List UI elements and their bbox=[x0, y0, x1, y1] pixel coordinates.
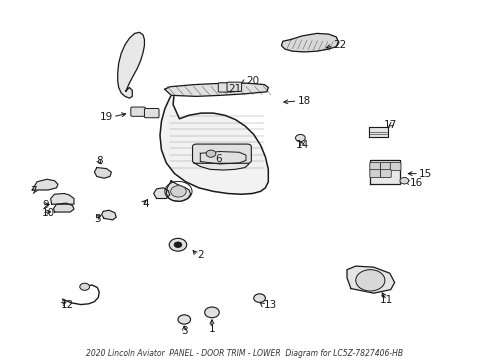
Text: 1: 1 bbox=[209, 324, 215, 334]
Text: 14: 14 bbox=[295, 140, 309, 150]
FancyBboxPatch shape bbox=[145, 108, 159, 118]
Polygon shape bbox=[369, 127, 388, 137]
Text: 9: 9 bbox=[42, 200, 49, 210]
Text: 13: 13 bbox=[264, 300, 277, 310]
Circle shape bbox=[356, 270, 385, 291]
Text: 19: 19 bbox=[99, 112, 113, 122]
Text: 5: 5 bbox=[95, 214, 101, 224]
Text: 18: 18 bbox=[297, 96, 311, 106]
Polygon shape bbox=[102, 210, 116, 220]
Polygon shape bbox=[281, 33, 338, 52]
Text: 7: 7 bbox=[30, 186, 37, 196]
Polygon shape bbox=[160, 89, 269, 194]
Text: 21: 21 bbox=[228, 84, 241, 94]
Polygon shape bbox=[347, 266, 394, 293]
Circle shape bbox=[206, 150, 216, 157]
Text: 2020 Lincoln Aviator  PANEL - DOOR TRIM - LOWER  Diagram for LC5Z-7827406-HB: 2020 Lincoln Aviator PANEL - DOOR TRIM -… bbox=[86, 349, 404, 358]
Text: 2: 2 bbox=[197, 251, 204, 260]
Polygon shape bbox=[166, 181, 191, 201]
Polygon shape bbox=[53, 203, 74, 212]
Circle shape bbox=[178, 315, 191, 324]
FancyBboxPatch shape bbox=[193, 144, 251, 163]
Circle shape bbox=[254, 294, 266, 302]
Circle shape bbox=[295, 134, 305, 141]
Circle shape bbox=[171, 186, 186, 197]
Text: 12: 12 bbox=[60, 300, 74, 310]
Text: 4: 4 bbox=[142, 199, 148, 209]
Circle shape bbox=[80, 283, 90, 290]
Text: 3: 3 bbox=[181, 326, 188, 336]
FancyBboxPatch shape bbox=[390, 163, 401, 170]
Polygon shape bbox=[200, 152, 246, 164]
FancyBboxPatch shape bbox=[370, 163, 381, 170]
Polygon shape bbox=[194, 156, 249, 170]
Polygon shape bbox=[118, 32, 145, 98]
Text: 15: 15 bbox=[419, 168, 432, 179]
Text: 8: 8 bbox=[96, 157, 102, 166]
Circle shape bbox=[174, 242, 182, 248]
FancyBboxPatch shape bbox=[131, 107, 146, 116]
Text: 17: 17 bbox=[384, 120, 397, 130]
FancyBboxPatch shape bbox=[381, 170, 391, 177]
Polygon shape bbox=[154, 188, 170, 198]
FancyBboxPatch shape bbox=[381, 163, 391, 170]
Polygon shape bbox=[370, 161, 400, 184]
Polygon shape bbox=[95, 167, 111, 178]
FancyBboxPatch shape bbox=[218, 83, 233, 92]
Text: 16: 16 bbox=[410, 178, 423, 188]
Text: 11: 11 bbox=[380, 295, 393, 305]
Polygon shape bbox=[32, 179, 58, 190]
Text: 20: 20 bbox=[246, 76, 259, 86]
Circle shape bbox=[400, 177, 409, 184]
Circle shape bbox=[169, 238, 187, 251]
FancyBboxPatch shape bbox=[370, 170, 381, 177]
Text: 22: 22 bbox=[333, 40, 346, 50]
FancyBboxPatch shape bbox=[227, 82, 242, 91]
Text: 10: 10 bbox=[42, 208, 55, 218]
Text: 6: 6 bbox=[215, 154, 221, 164]
Polygon shape bbox=[50, 194, 74, 204]
Polygon shape bbox=[165, 83, 269, 96]
Circle shape bbox=[205, 307, 219, 318]
